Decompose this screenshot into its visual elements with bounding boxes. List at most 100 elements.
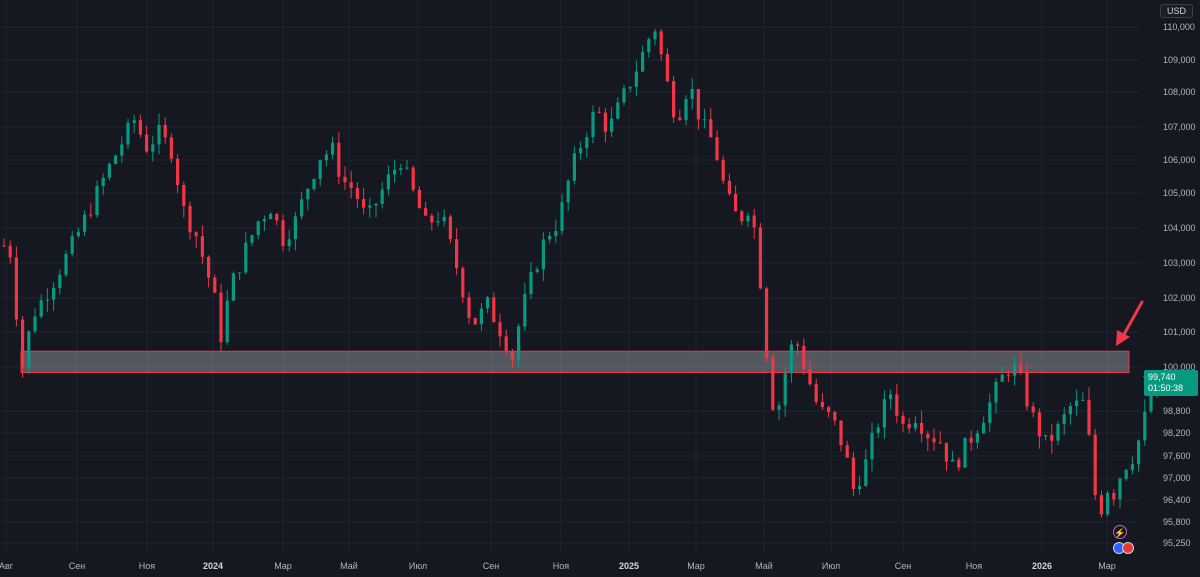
candle-body xyxy=(554,231,558,236)
candle-body xyxy=(89,214,93,216)
candle-body xyxy=(442,216,446,222)
grid-lines xyxy=(0,0,1140,555)
y-tick-label: 98,200 xyxy=(1163,428,1191,438)
candle-body xyxy=(870,432,874,460)
candle-body xyxy=(306,188,310,200)
candle-body xyxy=(721,160,725,181)
candle-body xyxy=(752,215,756,228)
candle-body xyxy=(1093,434,1097,496)
candle-body xyxy=(777,405,781,410)
candle-body xyxy=(163,124,167,138)
y-tick-label: 110,000 xyxy=(1163,22,1195,32)
y-tick-label: 108,000 xyxy=(1163,87,1196,97)
candle-body xyxy=(2,245,6,247)
candle-body xyxy=(188,205,192,233)
candle-body xyxy=(95,186,99,216)
candle-body xyxy=(858,485,862,490)
candle-body xyxy=(393,169,397,175)
y-tick-label: 103,000 xyxy=(1163,258,1196,268)
candle-body xyxy=(33,316,37,332)
candle-body xyxy=(727,180,731,194)
x-tick-label: Авг xyxy=(0,561,14,571)
candle-body xyxy=(703,119,707,121)
candle-body xyxy=(27,331,31,368)
candle-body xyxy=(492,297,496,323)
candle-body xyxy=(349,182,353,188)
x-tick-label: Мар xyxy=(274,561,292,571)
candle-body xyxy=(535,269,539,272)
x-tick-label: Сен xyxy=(895,561,912,571)
x-tick-label: Мар xyxy=(687,561,705,571)
candle-body xyxy=(864,459,868,486)
candle-body xyxy=(783,373,787,406)
candle-body xyxy=(1006,374,1010,376)
candle-body xyxy=(1112,492,1116,500)
candle-body xyxy=(169,137,173,159)
candle-body xyxy=(988,402,992,423)
candle-body xyxy=(901,415,905,424)
candle-body xyxy=(1118,478,1122,500)
candle-body xyxy=(312,179,316,189)
x-tick-label: Июл xyxy=(409,561,427,571)
x-tick-label: 2025 xyxy=(619,561,639,571)
candle-body xyxy=(944,442,948,462)
candle-body xyxy=(696,88,700,120)
candle-body xyxy=(504,336,508,352)
candle-body xyxy=(151,144,155,152)
candle-body xyxy=(1031,406,1035,413)
candle-body xyxy=(734,193,738,212)
candle-body xyxy=(876,427,880,433)
candle-body xyxy=(355,187,359,199)
candle-body xyxy=(796,344,800,346)
candle-body xyxy=(287,239,291,247)
candle-body xyxy=(207,256,211,278)
candle-body xyxy=(52,287,56,300)
candle-body xyxy=(39,300,43,317)
candle-body xyxy=(597,111,601,113)
candle-body xyxy=(765,288,769,359)
candle-body xyxy=(45,299,49,301)
candle-body xyxy=(684,99,688,120)
candle-body xyxy=(963,437,967,468)
candle-body xyxy=(225,300,229,343)
candle-body xyxy=(895,394,899,416)
x-tick-label: Ноя xyxy=(966,561,983,571)
candle-body xyxy=(920,422,924,434)
candle-body xyxy=(132,120,136,123)
candle-body xyxy=(653,31,657,40)
y-tick-label: 105,000 xyxy=(1163,188,1196,198)
x-tick-label: Мар xyxy=(1098,561,1116,571)
candle-body xyxy=(529,271,533,295)
y-tick-label: 101,000 xyxy=(1163,327,1196,337)
candle-body xyxy=(64,253,68,275)
candle-body xyxy=(8,245,12,258)
candle-body xyxy=(802,345,806,370)
candle-body xyxy=(740,211,744,222)
candle-body xyxy=(907,423,911,429)
x-tick-label: 2026 xyxy=(1032,561,1052,571)
candle-body xyxy=(1037,412,1041,437)
currency-badge[interactable]: USD xyxy=(1160,4,1194,18)
flag-icon[interactable] xyxy=(1113,542,1135,554)
candle-body xyxy=(715,137,719,161)
candle-body xyxy=(337,142,341,177)
candle-body xyxy=(461,268,465,298)
candle-body xyxy=(176,158,180,185)
bar-countdown: 01:50:38 xyxy=(1148,383,1184,393)
lightning-icon[interactable]: ⚡ xyxy=(1113,525,1127,539)
candle-body xyxy=(145,134,149,152)
candle-body xyxy=(1130,464,1134,470)
candle-body xyxy=(256,221,260,236)
candle-body xyxy=(994,381,998,403)
y-tick-label: 96,400 xyxy=(1163,495,1191,505)
candle-body xyxy=(238,272,242,274)
candle-body xyxy=(932,438,936,443)
candle-body xyxy=(21,319,25,368)
candle-body xyxy=(324,154,328,161)
candle-body xyxy=(479,308,483,325)
candle-body xyxy=(262,219,266,222)
candle-body xyxy=(405,167,409,169)
candle-body xyxy=(523,294,527,327)
